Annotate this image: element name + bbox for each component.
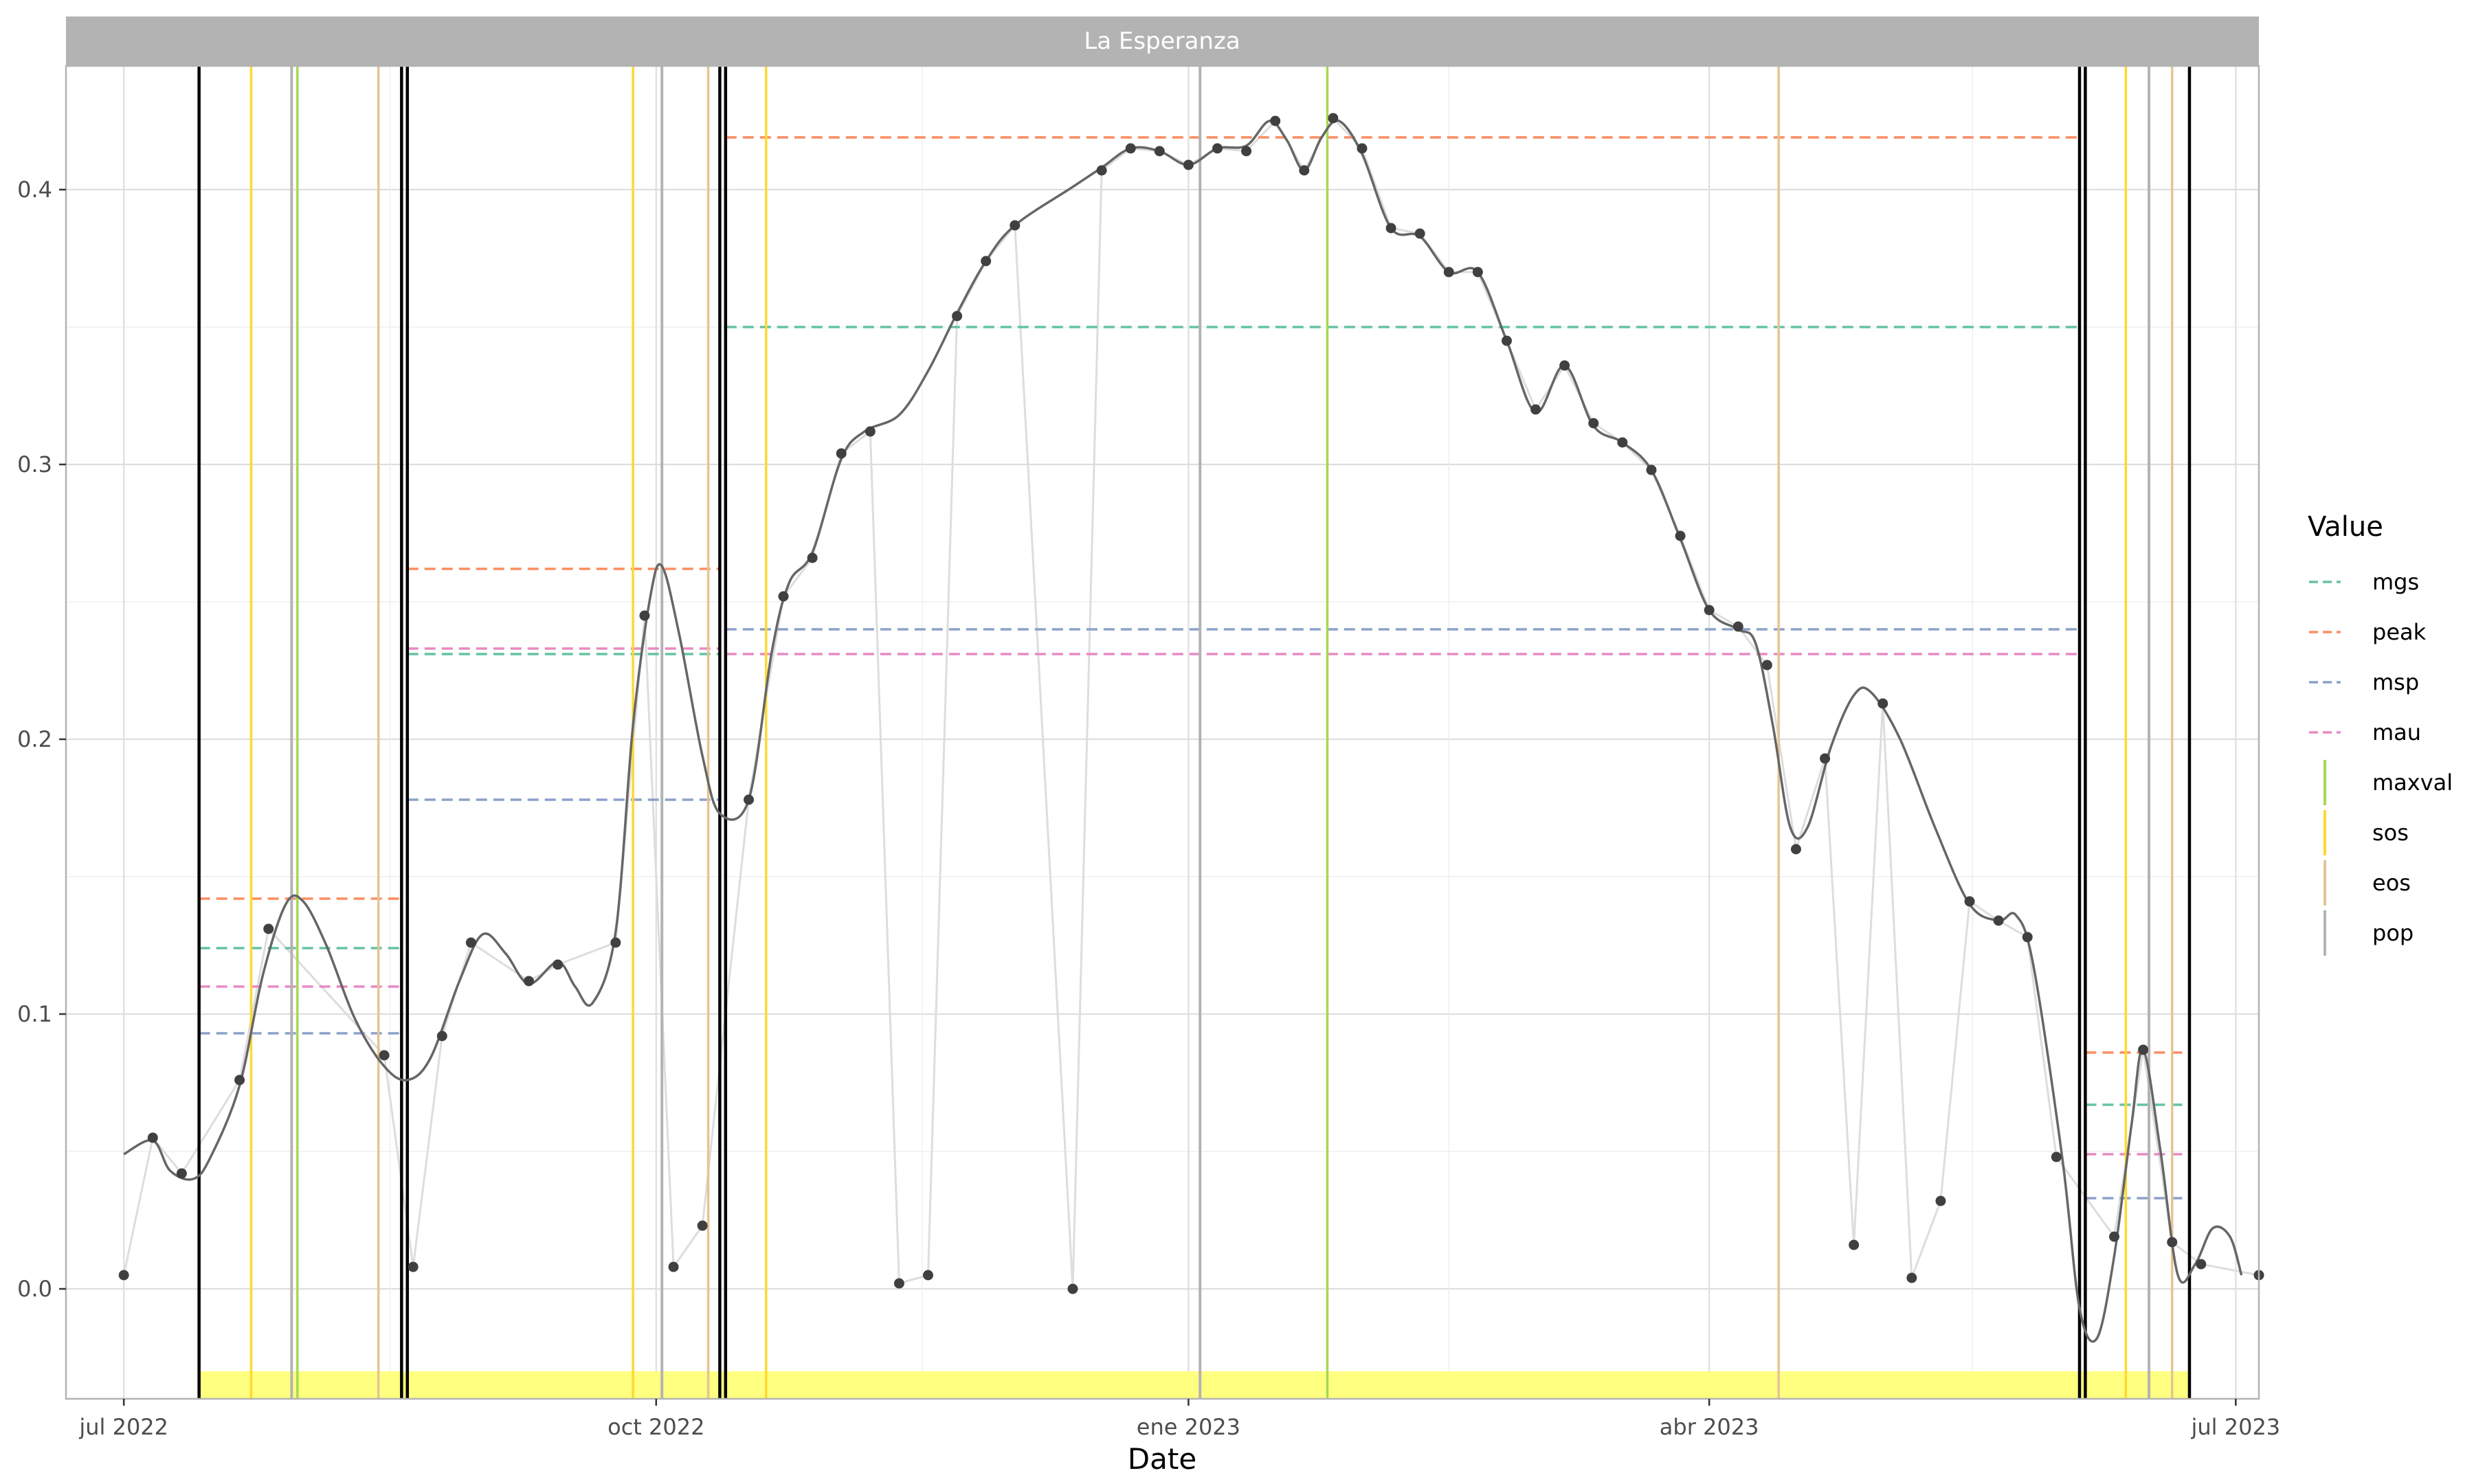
observation-point <box>1357 143 1368 154</box>
observation-point <box>379 1050 390 1061</box>
legend-label-mgs: mgs <box>2372 569 2419 595</box>
observation-point <box>1010 220 1021 231</box>
season-line-layer <box>197 66 2192 1399</box>
panel-background <box>66 66 2259 1399</box>
legend-label-pop: pop <box>2372 920 2414 946</box>
observation-point <box>1328 113 1339 124</box>
observation-point <box>1212 143 1223 154</box>
legend-label-peak: peak <box>2372 619 2427 645</box>
legend: Value mgs peak msp mau maxval sos eos pop <box>2308 511 2453 956</box>
observation-point <box>923 1270 934 1281</box>
observation-point <box>147 1132 158 1143</box>
observation-point <box>1790 844 1801 855</box>
y-tick-label: 0.0 <box>17 1276 52 1302</box>
observation-point <box>981 256 992 267</box>
observation-point <box>697 1220 708 1231</box>
observation-point <box>1385 223 1396 234</box>
observation-point <box>2022 932 2033 943</box>
observation-point <box>1877 698 1888 709</box>
observation-point <box>553 959 564 970</box>
legend-label-mau: mau <box>2372 719 2421 745</box>
observation-point <box>2138 1044 2149 1055</box>
observation-point <box>176 1168 187 1179</box>
legend-label-sos: sos <box>2372 820 2409 846</box>
observation-point <box>744 794 755 805</box>
season-band <box>199 1371 2189 1399</box>
observation-point <box>2196 1259 2207 1270</box>
observation-point <box>1820 753 1831 764</box>
season-band-layer <box>199 1371 2189 1399</box>
observation-point <box>2109 1231 2120 1242</box>
observation-point <box>436 1031 447 1042</box>
observation-point <box>1154 146 1165 157</box>
observation-point <box>1935 1195 1946 1206</box>
observation-point <box>1617 437 1628 448</box>
observation-point <box>1559 360 1570 371</box>
x-tick-label: ene 2023 <box>1137 1414 1240 1440</box>
x-tick-label: jul 2023 <box>2190 1414 2280 1440</box>
legend-title: Value <box>2308 511 2383 543</box>
facet-strip <box>66 16 2259 66</box>
grid-lines <box>66 66 2259 1399</box>
observation-point <box>1183 159 1194 170</box>
observation-point <box>1675 530 1686 541</box>
observation-point <box>639 610 650 621</box>
observation-point <box>1704 605 1715 616</box>
legend-label-maxval: maxval <box>2372 769 2453 796</box>
observation-point <box>2167 1237 2178 1248</box>
observation-point <box>1732 621 1743 632</box>
observation-point <box>524 976 535 987</box>
observation-point <box>807 552 818 563</box>
observation-point <box>836 448 847 459</box>
observation-point <box>1849 1239 1860 1250</box>
observation-point <box>1299 165 1310 176</box>
observation-point <box>1241 146 1252 157</box>
observation-point <box>1443 267 1454 278</box>
observation-point <box>610 937 621 948</box>
y-tick-label: 0.1 <box>17 1001 52 1027</box>
y-tick-label: 0.2 <box>17 726 52 752</box>
smoothed-curve <box>123 119 2243 1343</box>
y-axis: 0.0 0.1 0.2 0.3 0.4 <box>17 177 66 1302</box>
facet-title: La Esperanza <box>1084 27 1240 55</box>
observation-point <box>1761 660 1772 671</box>
observation-point <box>1906 1272 1917 1283</box>
x-tick-label: oct 2022 <box>608 1414 704 1440</box>
smoothed-curve-layer <box>123 119 2243 1343</box>
observation-points-layer <box>118 113 2264 1294</box>
observation-point <box>778 591 789 602</box>
observation-point <box>893 1278 904 1289</box>
x-tick-label: jul 2022 <box>78 1414 168 1440</box>
observation-point <box>1588 418 1599 429</box>
x-axis: jul 2022 oct 2022 ene 2023 abr 2023 jul 2023 <box>78 1399 2280 1440</box>
observation-point <box>1270 115 1281 126</box>
observation-point <box>408 1261 419 1272</box>
observation-point <box>1993 915 2004 926</box>
observation-point <box>1096 165 1107 176</box>
x-tick-label: abr 2023 <box>1660 1414 1759 1440</box>
observation-point <box>1125 143 1136 154</box>
observation-point <box>1530 404 1541 415</box>
y-tick-label: 0.4 <box>17 177 52 203</box>
observation-point <box>1472 267 1483 278</box>
legend-label-eos: eos <box>2372 870 2411 896</box>
observation-point <box>2051 1151 2062 1162</box>
observation-point <box>118 1270 129 1281</box>
y-tick-label: 0.3 <box>17 451 52 477</box>
legend-label-msp: msp <box>2372 669 2419 695</box>
observation-point <box>234 1075 245 1086</box>
observation-point <box>263 923 274 934</box>
observation-point <box>952 311 963 322</box>
observation-point <box>1964 896 1975 907</box>
x-axis-title: Date <box>1128 1442 1196 1476</box>
observation-point <box>1414 228 1425 239</box>
observation-point <box>1646 464 1657 475</box>
observation-point <box>1501 335 1512 346</box>
observation-point <box>668 1261 679 1272</box>
observation-point <box>865 426 876 437</box>
observation-point <box>1067 1283 1078 1294</box>
observation-point <box>465 937 476 948</box>
